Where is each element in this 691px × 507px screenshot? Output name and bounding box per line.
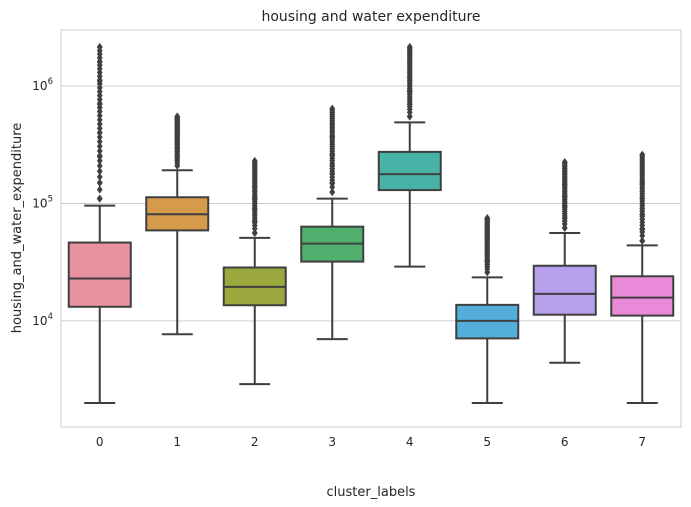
outlier-point [561, 158, 568, 167]
outlier-point [251, 204, 258, 213]
outlier-point [96, 128, 103, 137]
outlier-point [251, 157, 258, 166]
outlier-point [174, 135, 181, 144]
x-tick-label-0: 0 [96, 435, 104, 449]
outlier-point [174, 119, 181, 128]
box-3 [300, 104, 365, 341]
x-tick-label-5: 5 [483, 435, 491, 449]
outlier-point [484, 257, 491, 266]
plot-area: 104 105 106 0 1 2 3 4 5 6 7 [32, 29, 682, 449]
outlier-point [96, 161, 103, 170]
outlier-point [174, 112, 181, 121]
outlier-point [251, 170, 258, 179]
x-tick-label-2: 2 [251, 435, 259, 449]
outlier-point [96, 194, 103, 203]
outlier-point [96, 172, 103, 181]
outlier-point [639, 210, 646, 219]
outlier-point [96, 58, 103, 67]
box-series [67, 42, 675, 405]
box-5 [455, 214, 520, 405]
outlier-point [96, 167, 103, 176]
y-tick-label-1: 105 [32, 194, 53, 210]
outlier-point [484, 223, 491, 232]
outlier-point [174, 152, 181, 161]
outlier-point [174, 143, 181, 152]
outlier-point [484, 214, 491, 223]
x-axis-ticks: 0 1 2 3 4 5 6 7 [96, 435, 646, 449]
x-tick-label-7: 7 [638, 435, 646, 449]
outlier-point [174, 126, 181, 135]
box-7 [610, 150, 675, 405]
box-1 [145, 112, 210, 336]
outlier-point [406, 42, 413, 51]
outlier-point [639, 225, 646, 234]
outlier-point [561, 223, 568, 232]
x-tick-label-4: 4 [406, 435, 414, 449]
box-body [67, 241, 132, 308]
outlier-point [96, 100, 103, 109]
outlier-point [251, 229, 258, 238]
outlier-point [96, 137, 103, 146]
outlier-point [561, 180, 568, 189]
outlier-point [406, 58, 413, 67]
outlier-point [329, 150, 336, 159]
box-body [377, 150, 442, 192]
outlier-point [561, 202, 568, 211]
outlier-point [96, 156, 103, 165]
y-tick-label-0: 104 [32, 312, 53, 328]
outlier-point [406, 87, 413, 96]
outlier-point [96, 42, 103, 51]
outlier-point [96, 133, 103, 142]
box-2 [222, 157, 287, 386]
x-tick-label-3: 3 [328, 435, 336, 449]
outlier-point [329, 188, 336, 197]
outlier-point [96, 124, 103, 133]
outlier-point [484, 246, 491, 255]
outlier-point [484, 234, 491, 243]
x-axis-label: cluster_labels [327, 485, 416, 500]
outlier-point [96, 142, 103, 151]
y-axis-label: housing_and_water_expenditure [10, 123, 25, 334]
outlier-point [639, 194, 646, 203]
outlier-point [639, 150, 646, 159]
outlier-point [329, 169, 336, 178]
outlier-point [96, 178, 103, 187]
outlier-point [639, 165, 646, 174]
outlier-point [251, 217, 258, 226]
box-4 [377, 42, 442, 268]
outlier-point [406, 100, 413, 109]
outlier-point [406, 72, 413, 81]
outlier-point [96, 185, 103, 194]
box-6 [532, 158, 597, 364]
outlier-point [96, 146, 103, 155]
outlier-point [96, 120, 103, 129]
box-body [532, 264, 597, 316]
outlier-point [251, 182, 258, 191]
outlier-point [96, 77, 103, 86]
outlier-point [329, 178, 336, 187]
outlier-point [96, 115, 103, 124]
outlier-point [251, 194, 258, 203]
outlier-point [484, 268, 491, 277]
x-tick-label-1: 1 [173, 435, 181, 449]
outlier-point [639, 236, 646, 245]
outlier-point [329, 161, 336, 170]
x-tick-label-6: 6 [561, 435, 569, 449]
outlier-point [174, 161, 181, 170]
box-body [610, 275, 675, 317]
box-0 [67, 42, 132, 405]
y-axis-ticks: 104 105 106 [32, 77, 53, 328]
outlier-point [96, 152, 103, 161]
outlier-point [561, 214, 568, 223]
y-tick-label-2: 106 [32, 77, 53, 93]
outlier-point [329, 104, 336, 113]
outlier-point [561, 192, 568, 201]
outlier-point [406, 112, 413, 121]
outlier-point [96, 107, 103, 116]
outlier-point [96, 111, 103, 120]
outlier-point [329, 132, 336, 141]
outlier-point [639, 178, 646, 187]
chart-title: housing and water expenditure [261, 9, 480, 25]
